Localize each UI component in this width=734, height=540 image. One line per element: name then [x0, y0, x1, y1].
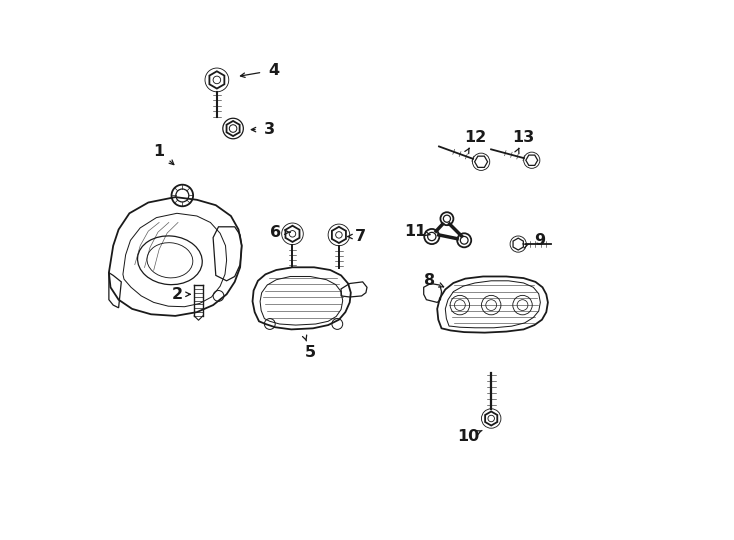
Text: 2: 2 — [171, 287, 183, 302]
Text: 10: 10 — [457, 429, 479, 444]
Text: 8: 8 — [424, 273, 435, 288]
Text: 9: 9 — [534, 233, 545, 248]
Text: 4: 4 — [269, 63, 280, 78]
Text: 5: 5 — [305, 345, 316, 360]
Text: 6: 6 — [269, 225, 281, 240]
Text: 1: 1 — [153, 144, 164, 159]
Text: 12: 12 — [464, 130, 486, 145]
Text: 3: 3 — [264, 122, 275, 137]
Text: 7: 7 — [355, 229, 366, 244]
Text: 13: 13 — [512, 130, 535, 145]
Text: 11: 11 — [404, 224, 426, 239]
